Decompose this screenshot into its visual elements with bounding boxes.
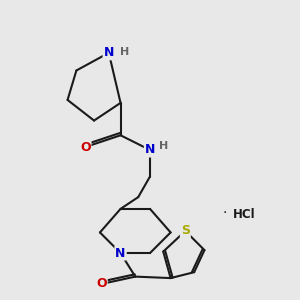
Text: O: O bbox=[96, 278, 107, 290]
Text: O: O bbox=[80, 141, 91, 154]
Text: N: N bbox=[116, 247, 126, 260]
Text: H: H bbox=[120, 47, 129, 57]
Text: S: S bbox=[181, 224, 190, 238]
Text: N: N bbox=[103, 46, 114, 59]
Text: N: N bbox=[145, 143, 155, 157]
Text: HCl: HCl bbox=[232, 208, 255, 221]
Text: ·: · bbox=[222, 206, 227, 220]
Text: H: H bbox=[159, 141, 169, 151]
